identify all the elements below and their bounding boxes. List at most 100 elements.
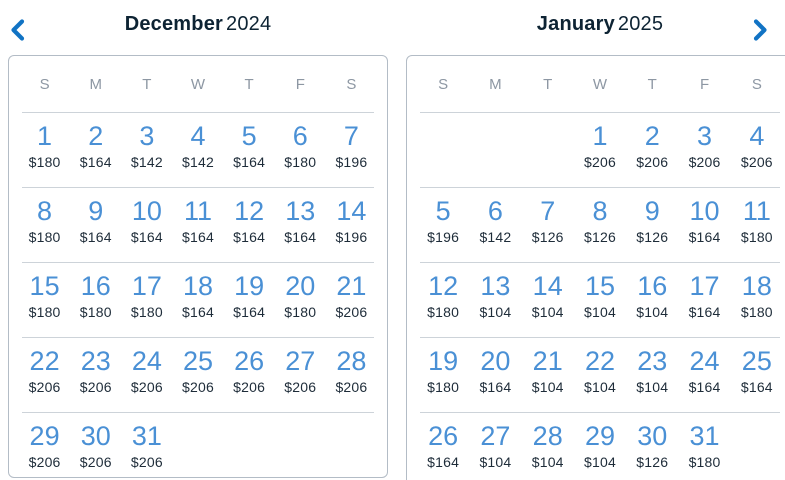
calendar-day-cell[interactable]: 10 $164 (121, 188, 172, 262)
calendar-day-cell[interactable]: 23 $104 (626, 338, 678, 412)
calendar-day-cell[interactable]: 12 $180 (417, 263, 469, 337)
day-price: $180 (740, 229, 773, 245)
calendar-day-cell[interactable]: 9 $164 (70, 188, 121, 262)
day-price: $164 (688, 379, 721, 395)
calendar-day-cell[interactable]: 3 $206 (678, 113, 730, 187)
day-number: 31 (131, 421, 162, 451)
calendar-day-cell[interactable]: 28 $206 (326, 338, 377, 412)
day-price: $164 (233, 229, 266, 245)
day-number: 14 (532, 271, 563, 301)
calendar-day-cell[interactable]: 23 $206 (70, 338, 121, 412)
day-price: $164 (79, 229, 112, 245)
calendar-day-cell[interactable]: 7 $196 (326, 113, 377, 187)
calendar-day-cell[interactable]: 2 $164 (70, 113, 121, 187)
empty-day-cell (417, 113, 469, 187)
calendar-day-cell[interactable]: 27 $104 (469, 413, 521, 480)
day-price: $126 (636, 229, 669, 245)
calendar-day-cell[interactable]: 29 $104 (574, 413, 626, 480)
prev-month-button[interactable] (7, 17, 27, 43)
calendar-day-cell[interactable]: 2 $206 (626, 113, 678, 187)
day-number: 5 (435, 196, 451, 226)
calendar-day-cell[interactable]: 17 $180 (121, 263, 172, 337)
calendar-day-cell[interactable]: 18 $164 (172, 263, 223, 337)
weeks-grid: 1 $180 2 $164 3 $142 4 $142 5 $164 6 $180 7 $196 8 $180… (9, 112, 387, 480)
month-name: January (536, 13, 615, 35)
day-price: $104 (584, 379, 616, 395)
day-number: 24 (131, 346, 162, 376)
row-divider (22, 337, 374, 338)
calendar-day-cell[interactable]: 27 $206 (275, 338, 326, 412)
calendar-day-cell[interactable]: 9 $126 (626, 188, 678, 262)
day-price: $164 (740, 379, 773, 395)
calendar-day-cell[interactable]: 12 $164 (224, 188, 275, 262)
day-price: $180 (688, 454, 721, 470)
calendar-day-cell[interactable]: 15 $104 (574, 263, 626, 337)
day-number: 21 (336, 271, 367, 301)
calendar-day-cell[interactable]: 26 $164 (417, 413, 469, 480)
calendar-day-cell[interactable]: 8 $180 (19, 188, 70, 262)
day-number: 19 (428, 346, 459, 376)
calendar-day-cell[interactable]: 20 $164 (469, 338, 521, 412)
calendar-day-cell[interactable]: 31 $206 (121, 413, 172, 480)
day-number: 30 (80, 421, 111, 451)
calendar-day-cell[interactable]: 30 $206 (70, 413, 121, 480)
day-price: $206 (284, 379, 317, 395)
day-price: $126 (636, 454, 669, 470)
calendar-day-cell[interactable]: 14 $196 (326, 188, 377, 262)
calendar-day-cell[interactable]: 4 $142 (172, 113, 223, 187)
calendar-day-cell[interactable]: 14 $104 (522, 263, 574, 337)
day-number: 27 (285, 346, 316, 376)
calendar-day-cell[interactable]: 22 $104 (574, 338, 626, 412)
calendar-day-cell[interactable]: 21 $206 (326, 263, 377, 337)
calendar-day-cell[interactable]: 7 $126 (522, 188, 574, 262)
calendar-day-cell[interactable]: 26 $206 (224, 338, 275, 412)
day-price: $164 (233, 304, 266, 320)
calendar-day-cell[interactable]: 13 $164 (275, 188, 326, 262)
calendar-day-cell[interactable]: 21 $104 (522, 338, 574, 412)
day-price: $206 (79, 379, 112, 395)
calendar-day-cell[interactable]: 6 $142 (469, 188, 521, 262)
calendar-day-cell[interactable]: 24 $164 (678, 338, 730, 412)
calendar-day-cell[interactable]: 3 $142 (121, 113, 172, 187)
day-number: 25 (182, 346, 214, 376)
day-number: 3 (697, 121, 713, 151)
calendar-day-cell[interactable]: 19 $180 (417, 338, 469, 412)
calendar-day-cell[interactable]: 11 $180 (731, 188, 783, 262)
calendar-day-cell[interactable]: 15 $180 (19, 263, 70, 337)
calendar-day-cell[interactable]: 10 $164 (678, 188, 730, 262)
calendar-day-cell[interactable]: 8 $126 (574, 188, 626, 262)
calendar-day-cell[interactable]: 4 $206 (731, 113, 783, 187)
calendar-day-cell[interactable]: 1 $206 (574, 113, 626, 187)
day-price: $164 (130, 229, 163, 245)
calendar-day-cell[interactable]: 16 $180 (70, 263, 121, 337)
calendar-day-cell[interactable]: 20 $180 (275, 263, 326, 337)
calendar-day-cell[interactable]: 1 $180 (19, 113, 70, 187)
calendar-day-cell[interactable]: 5 $164 (224, 113, 275, 187)
week-row: 5 $196 6 $142 7 $126 8 $126 9 $126 10 $164 11 $180 (407, 188, 785, 262)
day-number: 11 (742, 196, 771, 226)
calendar-day-cell[interactable]: 16 $104 (626, 263, 678, 337)
calendar-day-cell[interactable]: 28 $104 (522, 413, 574, 480)
calendar-day-cell[interactable]: 30 $126 (626, 413, 678, 480)
calendar-day-cell[interactable]: 6 $180 (275, 113, 326, 187)
calendar-day-cell[interactable]: 25 $164 (731, 338, 783, 412)
calendar-day-cell[interactable]: 19 $164 (224, 263, 275, 337)
day-of-week-label: T (142, 75, 152, 93)
calendar-day-cell[interactable]: 25 $206 (172, 338, 223, 412)
calendar-day-cell[interactable]: 31 $180 (678, 413, 730, 480)
calendar-day-cell[interactable]: 24 $206 (121, 338, 172, 412)
day-number: 9 (644, 196, 660, 226)
calendar-day-cell[interactable]: 13 $104 (469, 263, 521, 337)
calendar-day-cell[interactable]: 17 $164 (678, 263, 730, 337)
calendar-day-cell[interactable]: 22 $206 (19, 338, 70, 412)
calendar-day-cell[interactable]: 18 $180 (731, 263, 783, 337)
day-number: 17 (689, 271, 720, 301)
calendar-day-cell[interactable]: 5 $196 (417, 188, 469, 262)
day-number: 26 (428, 421, 459, 451)
day-price: $180 (427, 304, 460, 320)
day-number: 9 (88, 196, 104, 226)
row-divider (22, 187, 374, 188)
calendar-day-cell[interactable]: 29 $206 (19, 413, 70, 480)
next-month-button[interactable] (751, 17, 771, 43)
calendar-day-cell[interactable]: 11 $164 (172, 188, 223, 262)
